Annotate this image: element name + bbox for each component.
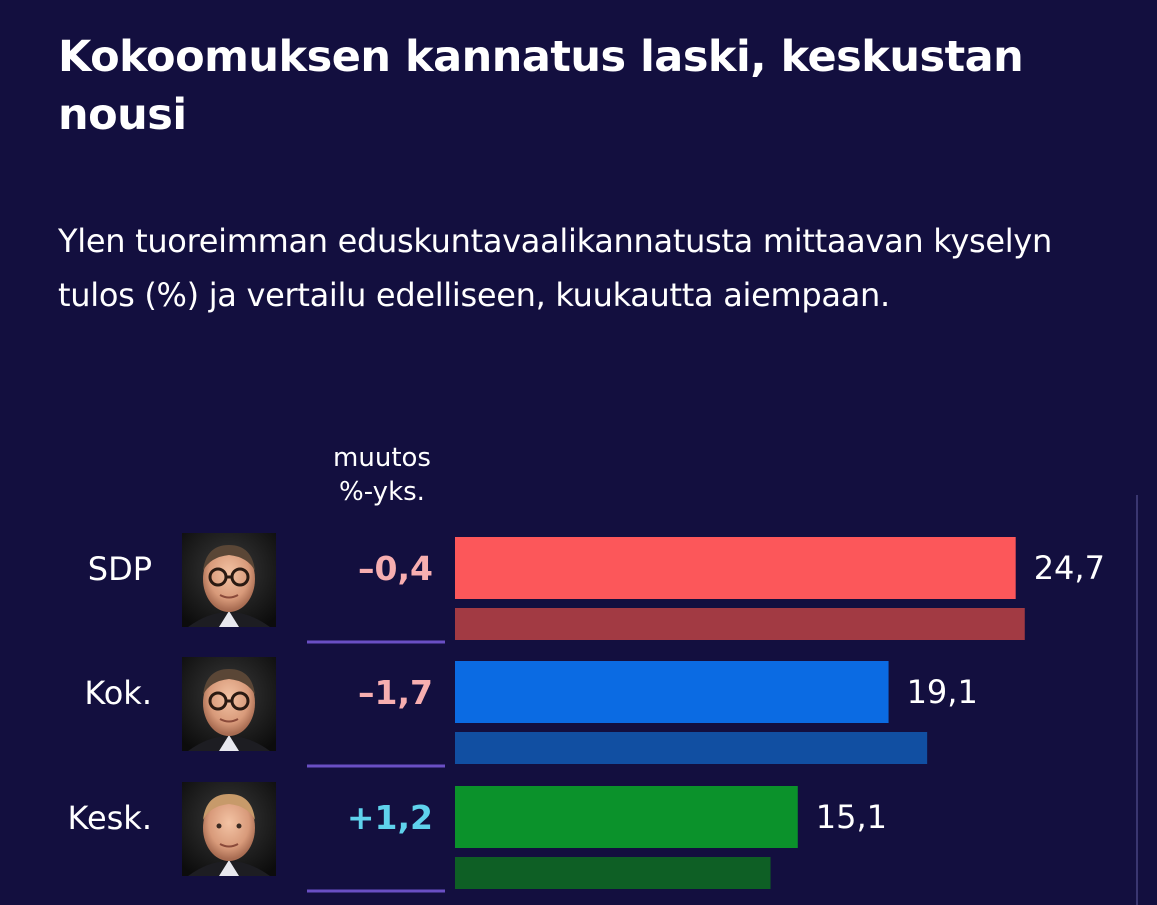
bar-current <box>455 537 1016 599</box>
chart-title: Kokoomuksen kannatus laski, keskustan no… <box>58 32 1024 140</box>
portrait-icon <box>182 657 276 751</box>
change-header-line-2: %-yks. <box>339 477 425 507</box>
change-column-header: muutos %-yks. <box>292 441 472 509</box>
value-label: 15,1 <box>816 798 887 836</box>
change-value: +1,2 <box>347 798 433 837</box>
change-value: –1,7 <box>358 673 433 712</box>
change-value: –0,4 <box>358 549 433 588</box>
bar-current <box>455 786 798 848</box>
bar-previous <box>455 608 1025 640</box>
party-label: Kok. <box>84 674 152 712</box>
value-label: 19,1 <box>907 673 978 711</box>
bar-previous <box>455 732 928 764</box>
bar-previous <box>455 857 771 889</box>
value-label: 24,7 <box>1034 549 1105 587</box>
party-label: Kesk. <box>68 799 152 837</box>
portrait-icon <box>182 533 276 627</box>
chart-rows: SDP –0,4 24,7 Kok. –1,7 19,1 Kesk. +1,2 15,1 <box>68 495 1138 905</box>
change-header-line-1: muutos <box>333 443 431 473</box>
chart-subtitle: Ylen tuoreimman eduskuntavaalikannatusta… <box>58 222 1052 314</box>
portrait-icon <box>182 782 276 876</box>
bar-current <box>455 661 889 723</box>
party-label: SDP <box>88 550 152 588</box>
